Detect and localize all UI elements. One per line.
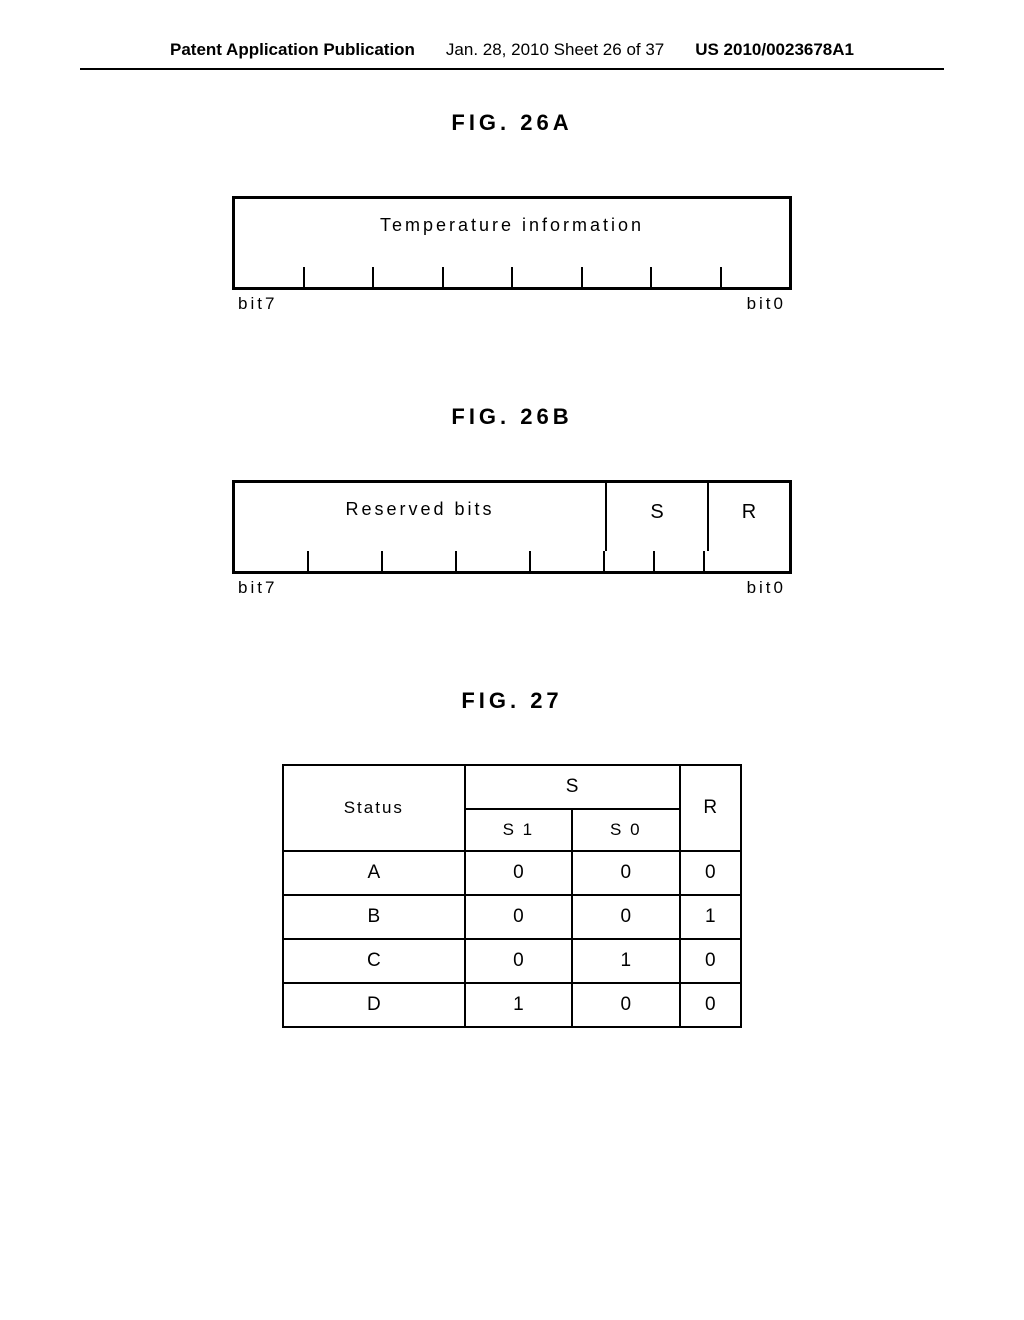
cell-s1: 0 xyxy=(465,895,572,939)
table-row: D 1 0 0 xyxy=(283,983,741,1027)
fig26a-bit0-label: bit0 xyxy=(747,294,786,314)
cell-r: 0 xyxy=(680,983,741,1027)
col-r: R xyxy=(680,765,741,851)
fig26b-r-label: R xyxy=(709,483,789,551)
cell-s0: 0 xyxy=(572,895,679,939)
table-row: Status S R xyxy=(283,765,741,809)
cell-s1: 0 xyxy=(465,851,572,895)
fig26a-box-label: Temperature information xyxy=(235,199,789,236)
col-s0: S 0 xyxy=(572,809,679,851)
header-left: Patent Application Publication xyxy=(170,40,415,60)
header-center: Jan. 28, 2010 Sheet 26 of 37 xyxy=(446,40,664,60)
col-status: Status xyxy=(283,765,465,851)
fig26b-reserved-label: Reserved bits xyxy=(235,483,607,551)
cell-status: C xyxy=(283,939,465,983)
col-s1: S 1 xyxy=(465,809,572,851)
fig26b-bit0-label: bit0 xyxy=(747,578,786,598)
table-row: C 0 1 0 xyxy=(283,939,741,983)
fig26b-title: FIG. 26B xyxy=(0,404,1024,430)
cell-r: 0 xyxy=(680,939,741,983)
cell-s0: 1 xyxy=(572,939,679,983)
fig27-table-wrap: Status S R S 1 S 0 A 0 0 0 B 0 0 1 C 0 1… xyxy=(282,764,742,1028)
fig26b-diagram: Reserved bits S R bit7 bit0 xyxy=(232,480,792,598)
fig27-title: FIG. 27 xyxy=(0,688,1024,714)
cell-status: B xyxy=(283,895,465,939)
cell-r: 0 xyxy=(680,851,741,895)
table-row: B 0 0 1 xyxy=(283,895,741,939)
col-s: S xyxy=(465,765,680,809)
fig26a-bit-ticks xyxy=(232,267,792,290)
cell-status: A xyxy=(283,851,465,895)
cell-r: 1 xyxy=(680,895,741,939)
cell-s0: 0 xyxy=(572,851,679,895)
fig27-table: Status S R S 1 S 0 A 0 0 0 B 0 0 1 C 0 1… xyxy=(282,764,742,1028)
cell-s1: 0 xyxy=(465,939,572,983)
fig26a-bit7-label: bit7 xyxy=(238,294,277,314)
cell-s1: 1 xyxy=(465,983,572,1027)
fig26b-bit-ticks xyxy=(232,551,792,574)
fig26a-title: FIG. 26A xyxy=(0,110,1024,136)
fig26a-diagram: Temperature information bit7 bit0 xyxy=(232,196,792,314)
cell-s0: 0 xyxy=(572,983,679,1027)
page-header: Patent Application Publication Jan. 28, … xyxy=(80,0,944,70)
cell-status: D xyxy=(283,983,465,1027)
fig26b-s-label: S xyxy=(607,483,709,551)
header-right: US 2010/0023678A1 xyxy=(695,40,854,60)
fig26b-bit7-label: bit7 xyxy=(238,578,277,598)
table-row: A 0 0 0 xyxy=(283,851,741,895)
